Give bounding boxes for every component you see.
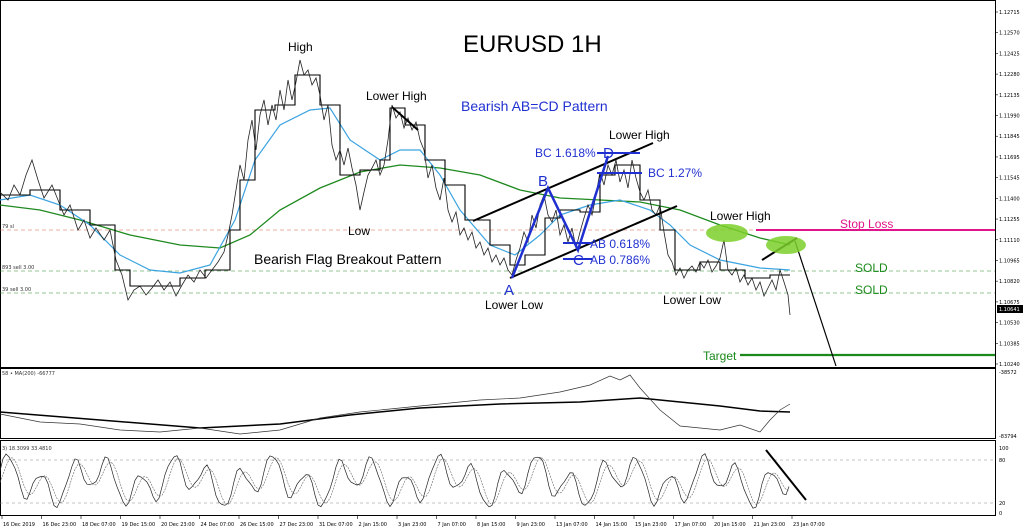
flag-upper-line (472, 142, 654, 222)
oscillator-line-1 (0, 453, 790, 509)
point-d-label: D (603, 145, 614, 162)
indicator1-ma-line (0, 397, 791, 429)
x-tick-label: 27 Dec 23:00 (280, 522, 314, 528)
x-tick-label: 2 Jan 15:00 (359, 522, 387, 528)
indicator1-label: 58 • MA(200) -66777 (2, 371, 55, 377)
x-tick-label: 9 Jan 23:00 (517, 522, 545, 528)
x-tick-label: 8 Jan 15:00 (477, 522, 505, 528)
x-tick-label: 23 Jan 07:00 (793, 522, 825, 528)
x-tick-label: 17 Jan 07:00 (675, 522, 707, 528)
x-tick-label: 7 Jan 07:00 (438, 522, 466, 528)
ma-fast-line (0, 107, 791, 274)
y-tick-label: 1.10675 (999, 300, 1020, 306)
x-tick-label: 13 Jan 07:00 (556, 522, 588, 528)
ab-0786-label: AB 0.786% (590, 253, 650, 267)
y-tick-label: 1.12280 (999, 72, 1020, 78)
y-tick-label: 1.11545 (999, 176, 1020, 182)
bc-1618-label: BC 1.618% (535, 146, 596, 160)
x-tick-label: 16 Dec 2019 (3, 522, 35, 528)
annot-high: High (288, 40, 313, 54)
indicator2-level-80-label: 80 (999, 458, 1005, 464)
x-tick-label: 20 Jan 15:00 (714, 522, 746, 528)
indicator1-bottom-label: -83794 (999, 434, 1017, 440)
x-tick-label: 3 Jan 23:00 (398, 522, 426, 528)
sell-entry-ellipse (766, 236, 806, 254)
time-axis: 16 Dec 2019 16 Dec 23:00 18 Dec 07:00 19 De… (1, 516, 825, 528)
indicator2-panel-frame (0, 440, 996, 516)
lower-high-ellipse (706, 224, 748, 242)
bc-127-label: BC 1.27% (648, 166, 702, 180)
target-label: Target (703, 349, 737, 363)
abcd-pattern-line (510, 155, 610, 279)
chart-title: EURUSD 1H (463, 31, 602, 58)
y-tick-label: 1.11255 (999, 217, 1020, 223)
y-tick-label: 1.10240 (999, 362, 1020, 368)
indicator2-level-0-label: 0 (999, 511, 1002, 517)
ma-slow-line (0, 164, 791, 249)
indicator2-level-100-label: 100 (999, 446, 1009, 452)
y-tick-label: 1.10385 (999, 341, 1020, 347)
price-step-line (0, 74, 790, 287)
y-tick-label: 1.11990 (999, 114, 1020, 120)
indicator2-level-20-label: 20 (999, 501, 1005, 507)
price-axis: 1.12715 1.12570 1.12425 1.12280 1.12135 1.119… (995, 10, 1020, 368)
pattern-title: Bearish AB=CD Pattern (461, 98, 608, 114)
indicator1-top-label: -38572 (999, 370, 1017, 376)
y-tick-label: 1.12425 (999, 51, 1020, 57)
sold-2-label: SOLD (855, 283, 888, 297)
oscillator-trend-line (765, 449, 807, 501)
y-tick-label: 1.10965 (999, 258, 1020, 264)
indicator1-line (0, 374, 791, 435)
x-tick-label: 16 Dec 23:00 (43, 522, 77, 528)
y-tick-label: 1.10820 (999, 279, 1020, 285)
x-tick-label: 15 Jan 23:00 (635, 522, 667, 528)
y-tick-label: 1.11400 (999, 196, 1020, 202)
indicator1-panel-frame (0, 368, 996, 439)
point-c-label: C (573, 252, 584, 269)
flag-title: Bearish Flag Breakout Pattern (254, 251, 442, 267)
y-tick-label: 1.12715 (999, 10, 1020, 16)
projection-line (794, 240, 837, 367)
indicator2-label: 3) 18.3099 33.4810 (2, 446, 52, 452)
x-tick-label: 20 Dec 23:00 (161, 522, 195, 528)
y-tick-label: 1.12570 (999, 31, 1020, 37)
annot-lower-high-1: Lower High (366, 89, 427, 103)
x-tick-label: 24 Dec 07:00 (201, 522, 235, 528)
y-tick-label: 1.11845 (999, 134, 1020, 140)
ab-0618-label: AB 0.618% (590, 237, 650, 251)
price-panel-frame (0, 0, 996, 368)
price-line (0, 59, 791, 316)
annot-lower-low-1: Lower Low (485, 298, 543, 312)
annot-lower-low-2: Lower Low (663, 293, 721, 307)
annot-low: Low (348, 224, 370, 238)
x-tick-label: 19 Dec 15:00 (122, 522, 156, 528)
annot-lower-high-2: Lower High (609, 128, 670, 142)
sell-level-2-label: 39 sell 3.00 (2, 287, 31, 293)
flag-lower-line (509, 205, 678, 279)
sl-level-label: 79 sl (2, 224, 14, 230)
point-b-label: B (538, 173, 548, 190)
y-tick-label: 1.11110 (999, 238, 1020, 244)
x-tick-label: 14 Jan 15:00 (596, 522, 628, 528)
annot-lower-high-3: Lower High (710, 209, 771, 223)
x-tick-label: 18 Dec 07:00 (82, 522, 116, 528)
x-tick-label: 26 Dec 15:00 (240, 522, 274, 528)
pole-line (391, 106, 419, 131)
current-price-marker (997, 305, 1023, 313)
x-tick-label: 21 Jan 23:00 (754, 522, 786, 528)
y-tick-label: 1.11695 (999, 155, 1020, 161)
oscillator-line-2 (0, 457, 790, 505)
sold-1-label: SOLD (855, 261, 888, 275)
x-tick-label: 31 Dec 07:00 (319, 522, 353, 528)
sell-level-1-label: 893 sell 3.00 (2, 265, 34, 271)
y-tick-label: 1.12135 (999, 93, 1020, 99)
current-price-label: 1.10641 (999, 307, 1020, 313)
y-tick-label: 1.10530 (999, 321, 1020, 327)
point-a-label: A (504, 282, 514, 299)
stop-loss-label: Stop Loss (840, 217, 893, 231)
